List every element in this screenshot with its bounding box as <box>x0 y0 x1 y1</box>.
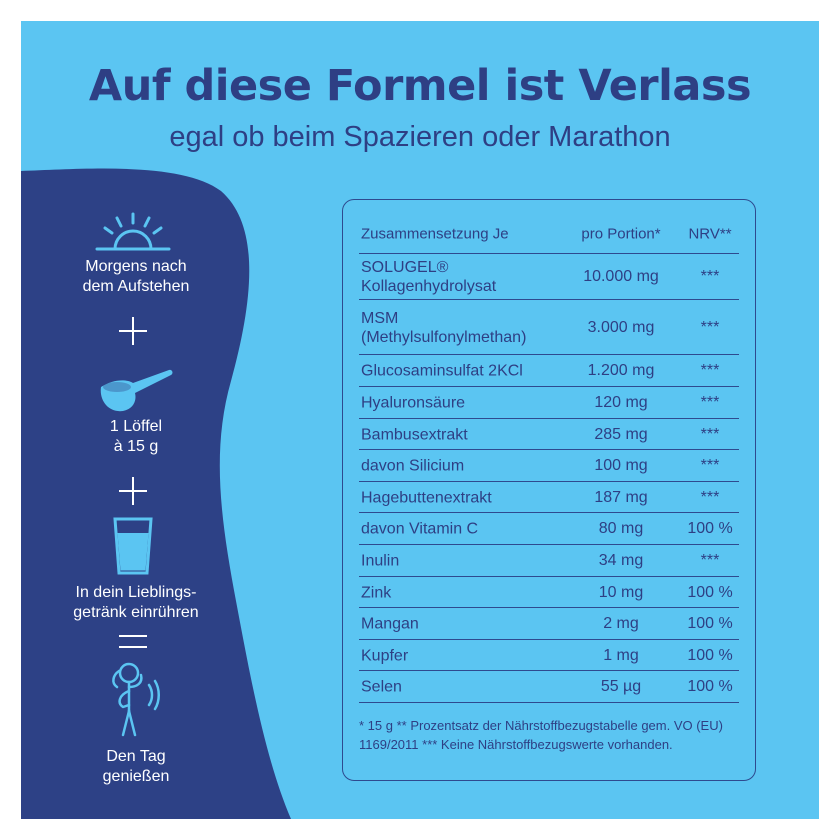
step-enjoy-line2: genießen <box>102 768 170 785</box>
row-name-sub: Kollagenhydrolysat <box>361 278 497 295</box>
step-scoop-line1: 1 Löffel <box>109 418 163 435</box>
step-enjoy-label: Den Tag genießen <box>21 747 251 787</box>
row-amount: 2 mg <box>603 615 639 632</box>
row-name-sub: (Methylsulfonylmethan) <box>361 328 527 346</box>
row-name: MSM <box>361 309 399 327</box>
step-drink-line1: In dein Lieblings- <box>75 584 197 601</box>
row-name: Hyaluronsäure <box>361 394 466 412</box>
step-drink-line2: getränk einrühren <box>73 604 199 621</box>
table-row: Hagebuttenextrakt 187 mg *** <box>359 481 739 513</box>
row-nrv: *** <box>700 552 720 569</box>
row-amount: 120 mg <box>594 394 648 411</box>
row-amount: 285 mg <box>594 425 648 443</box>
glass-icon <box>113 517 153 575</box>
row-nrv: *** <box>700 362 720 379</box>
row-nrv: 100 % <box>687 520 733 537</box>
left-background-shape <box>21 168 291 819</box>
table-row: Mangan 2 mg 100 % <box>359 607 739 640</box>
row-name: Zink <box>361 584 392 601</box>
row-name: Kupfer <box>361 647 409 664</box>
page-subtitle: egal ob beim Spazieren oder Marathon <box>169 121 671 153</box>
row-name: SOLUGEL® <box>361 259 449 276</box>
row-nrv: 100 % <box>687 583 733 601</box>
step-morning-label: Morgens nach dem Aufstehen <box>21 257 251 297</box>
row-nrv: 100 % <box>687 615 733 632</box>
row-name: davon Vitamin C <box>361 520 479 538</box>
scoop-icon <box>100 369 173 412</box>
table-row: Hyaluronsäure 120 mg *** <box>359 386 739 419</box>
nutrition-table: Zusammensetzung Je pro Portion* NRV** SO… <box>342 199 756 781</box>
row-nrv: *** <box>700 425 720 443</box>
stretching-person-icon <box>112 662 160 737</box>
header-portion: pro Portion* <box>581 225 661 243</box>
table-row: SOLUGEL® Kollagenhydrolysat 10.000 mg *** <box>359 253 739 300</box>
row-amount: 1 mg <box>603 646 639 664</box>
row-name: Hagebuttenextrakt <box>361 489 492 506</box>
row-nrv: *** <box>700 488 720 506</box>
table-row: Inulin 34 mg *** <box>359 544 739 577</box>
row-name: Glucosaminsulfat 2KCl <box>361 362 523 380</box>
step-morning-line2: dem Aufstehen <box>82 278 190 295</box>
step-scoop-line2: à 15 g <box>113 438 159 455</box>
step-drink-label: In dein Lieblings- getränk einrühren <box>21 583 251 623</box>
equals-icon <box>119 635 147 648</box>
row-nrv: *** <box>700 318 720 336</box>
row-amount: 1.200 mg <box>587 362 655 379</box>
row-nrv: *** <box>700 457 720 474</box>
row-amount: 55 µg <box>600 678 642 695</box>
row-amount: 10.000 mg <box>583 268 659 285</box>
row-name: Bambusextrakt <box>361 426 468 443</box>
table-row: davon Silicium 100 mg *** <box>359 449 739 482</box>
table-row: Bambusextrakt 285 mg *** <box>359 418 739 450</box>
table-row: MSM (Methylsulfonylmethan) 3.000 mg *** <box>359 299 739 355</box>
row-nrv: 100 % <box>687 678 733 695</box>
row-amount: 187 mg <box>594 488 648 506</box>
row-amount: 10 mg <box>598 583 644 601</box>
table-footnote: * 15 g ** Prozentsatz der Nährstoffbezug… <box>359 718 723 752</box>
plus-icon <box>119 477 147 505</box>
table-row: Selen 55 µg 100 % <box>359 670 739 703</box>
infographic-panel: Auf diese Formel ist Verlass egal ob bei… <box>21 21 819 819</box>
row-amount: 34 mg <box>598 552 644 569</box>
table-row: Zink 10 mg 100 % <box>359 576 739 608</box>
step-enjoy-line1: Den Tag <box>106 748 166 765</box>
row-name: Selen <box>361 678 402 696</box>
table-header: Zusammensetzung Je pro Portion* NRV** <box>359 222 739 246</box>
step-morning-line1: Morgens nach <box>85 258 187 275</box>
row-amount: 100 mg <box>594 457 648 474</box>
header-nrv: NRV** <box>688 225 732 243</box>
table-row: davon Vitamin C 80 mg 100 % <box>359 512 739 545</box>
plus-icon <box>119 317 147 345</box>
step-scoop-label: 1 Löffel à 15 g <box>21 417 251 457</box>
row-amount: 3.000 mg <box>587 318 655 336</box>
table-divider <box>359 702 739 703</box>
row-amount: 80 mg <box>598 520 644 537</box>
page-title: Auf diese Formel ist Verlass <box>88 61 752 111</box>
table-row: Glucosaminsulfat 2KCl 1.200 mg *** <box>359 354 739 387</box>
row-name: davon Silicium <box>361 457 465 475</box>
table-row: Kupfer 1 mg 100 % <box>359 639 739 671</box>
sunrise-icon <box>95 212 171 251</box>
row-name: Mangan <box>361 615 419 633</box>
row-nrv: *** <box>700 268 720 285</box>
row-nrv: 100 % <box>687 646 733 664</box>
row-nrv: *** <box>700 394 720 411</box>
row-name: Inulin <box>361 552 400 570</box>
header-ingredient: Zusammensetzung Je <box>361 225 509 243</box>
